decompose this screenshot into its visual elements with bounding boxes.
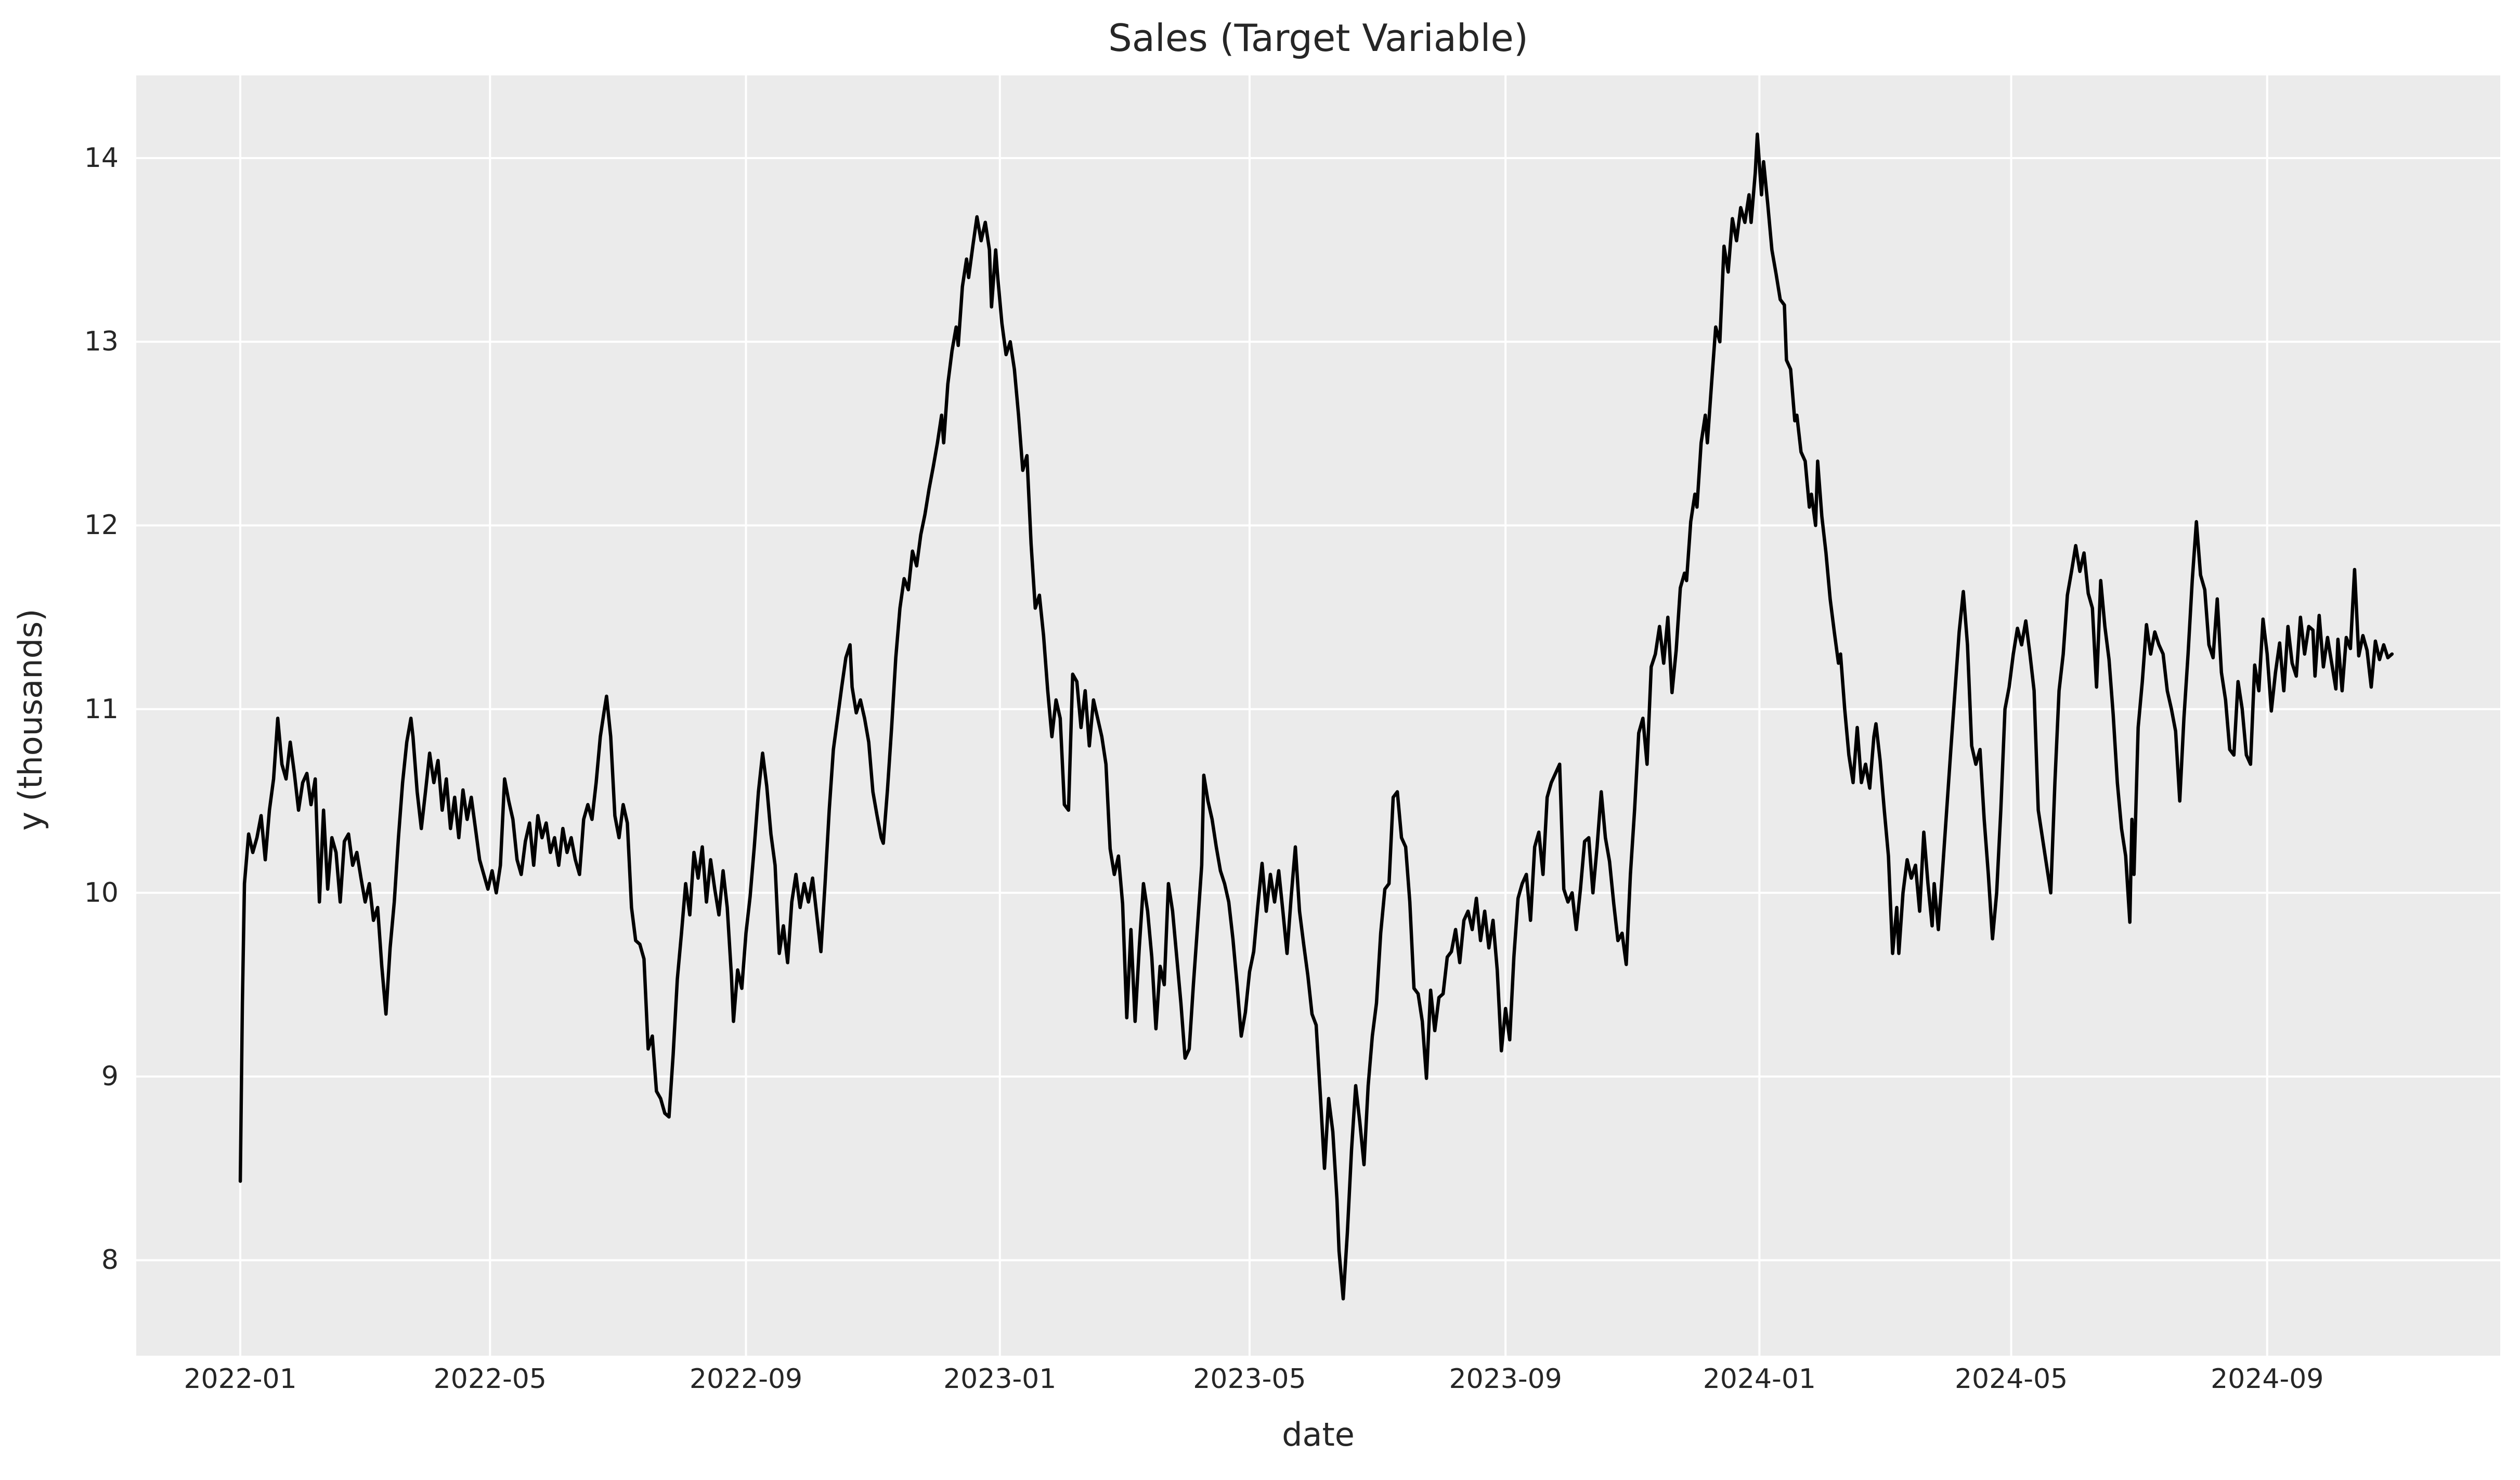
chart-title: Sales (Target Variable) xyxy=(1108,16,1528,60)
x-tick-label: 2024-09 xyxy=(2211,1364,2324,1395)
x-tick-label: 2022-05 xyxy=(433,1364,547,1395)
x-tick-label: 2024-01 xyxy=(1703,1364,1816,1395)
plot-area xyxy=(136,75,2500,1356)
x-tick-label: 2024-05 xyxy=(1954,1364,2068,1395)
x-tick-label: 2023-01 xyxy=(943,1364,1057,1395)
y-tick-label: 12 xyxy=(84,510,119,541)
y-tick-label: 14 xyxy=(84,142,119,174)
y-tick-label: 11 xyxy=(84,693,119,725)
y-tick-label: 8 xyxy=(101,1244,119,1276)
x-tick-label: 2023-09 xyxy=(1449,1364,1562,1395)
x-tick-label: 2022-01 xyxy=(184,1364,297,1395)
y-tick-label: 13 xyxy=(84,326,119,358)
x-axis-label: date xyxy=(1282,1416,1355,1453)
y-tick-label: 10 xyxy=(84,877,119,908)
x-tick-label: 2022-09 xyxy=(689,1364,803,1395)
sales-series-line xyxy=(238,132,2394,1301)
x-tick-label: 2023-05 xyxy=(1193,1364,1306,1395)
y-tick-label: 9 xyxy=(101,1061,119,1093)
